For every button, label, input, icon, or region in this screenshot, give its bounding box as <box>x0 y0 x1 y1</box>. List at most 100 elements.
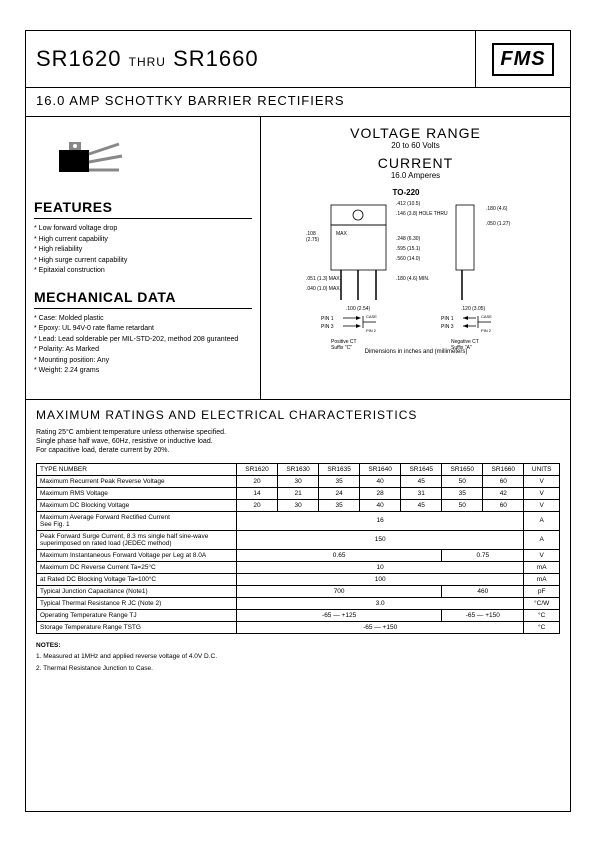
list-item: Case: Molded plastic <box>34 314 252 325</box>
right-panel: VOLTAGE RANGE 20 to 60 Volts CURRENT 16.… <box>261 117 570 399</box>
table-cell: 14 <box>237 487 278 499</box>
table-cell: mA <box>524 561 560 573</box>
part-to: SR1660 <box>173 46 259 71</box>
svg-text:.248 (6.30): .248 (6.30) <box>396 236 421 242</box>
table-cell: °C/W <box>524 597 560 609</box>
table-cell: 700 <box>237 585 442 597</box>
table-cell: Maximum Average Forward Rectified Curren… <box>37 511 237 530</box>
list-item: Low forward voltage drop <box>34 224 252 235</box>
brand-logo: FMS <box>492 43 553 76</box>
table-cell: 16 <box>237 511 524 530</box>
rating-note-3: For capacitive load, derate current by 2… <box>36 446 560 455</box>
svg-text:MAX: MAX <box>336 231 348 237</box>
svg-text:.100 (2.54): .100 (2.54) <box>346 306 371 312</box>
table-header: TYPE NUMBER <box>37 463 237 475</box>
table-cell: 30 <box>278 499 319 511</box>
voltage-range-value: 20 to 60 Volts <box>269 141 562 150</box>
table-cell: 21 <box>278 487 319 499</box>
svg-text:PIN 1: PIN 1 <box>441 316 454 322</box>
table-cell: 10 <box>237 561 524 573</box>
current-label: CURRENT <box>269 155 562 171</box>
table-row: Maximum Recurrent Peak Reverse Voltage20… <box>37 475 560 487</box>
component-icon <box>44 132 134 187</box>
thru-label: THRU <box>129 55 166 69</box>
svg-text:(2.75): (2.75) <box>306 237 319 243</box>
svg-text:Suffix "C": Suffix "C" <box>331 345 352 351</box>
svg-text:.595 (15.1): .595 (15.1) <box>396 246 421 252</box>
mid-row: FEATURES Low forward voltage dropHigh cu… <box>26 117 570 400</box>
table-cell: V <box>524 499 560 511</box>
table-cell: 35 <box>319 475 360 487</box>
table-cell: Maximum Recurrent Peak Reverse Voltage <box>37 475 237 487</box>
svg-text:.146 (3.8) HOLE THRU: .146 (3.8) HOLE THRU <box>396 211 448 217</box>
mechanical-list: Case: Molded plasticEpoxy: UL 94V-0 rate… <box>34 314 252 377</box>
list-item: High current capability <box>34 235 252 246</box>
svg-text:.412 (10.5): .412 (10.5) <box>396 201 421 207</box>
table-row: Maximum DC Blocking Voltage2030354045506… <box>37 499 560 511</box>
list-item: Weight: 2.24 grams <box>34 366 252 377</box>
table-cell: 31 <box>401 487 442 499</box>
table-cell: Operating Temperature Range TJ <box>37 609 237 621</box>
footnotes: NOTES: 1. Measured at 1MHz and applied r… <box>36 640 560 675</box>
features-title: FEATURES <box>34 199 252 219</box>
table-row: Storage Temperature Range TSTG-65 — +150… <box>37 621 560 633</box>
table-cell: 60 <box>483 475 524 487</box>
features-list: Low forward voltage dropHigh current cap… <box>34 224 252 277</box>
subtitle: 16.0 AMP SCHOTTKY BARRIER RECTIFIERS <box>26 88 570 117</box>
svg-text:CASE: CASE <box>481 314 492 319</box>
table-cell: Storage Temperature Range TSTG <box>37 621 237 633</box>
table-cell: A <box>524 511 560 530</box>
dimension-note: Dimensions in inches and (millimeters) <box>364 349 467 355</box>
table-cell: 20 <box>237 475 278 487</box>
table-cell: pF <box>524 585 560 597</box>
table-header: SR1635 <box>319 463 360 475</box>
svg-text:PIN 2: PIN 2 <box>481 328 492 333</box>
notes-header: NOTES: <box>36 640 560 652</box>
footnote-2: 2. Thermal Resistance Junction to Case. <box>36 663 560 675</box>
list-item: Mounting position: Any <box>34 356 252 367</box>
table-header: SR1660 <box>483 463 524 475</box>
table-cell: 35 <box>442 487 483 499</box>
ratings-table: TYPE NUMBERSR1620SR1630SR1635SR1640SR164… <box>36 463 560 634</box>
part-from: SR1620 <box>36 46 122 71</box>
table-cell: Maximum DC Blocking Voltage <box>37 499 237 511</box>
table-row: Typical Thermal Resistance R JC (Note 2)… <box>37 597 560 609</box>
table-cell: 28 <box>360 487 401 499</box>
mechanical-title: MECHANICAL DATA <box>34 289 252 309</box>
svg-text:PIN 1: PIN 1 <box>321 316 334 322</box>
table-cell: 60 <box>483 499 524 511</box>
table-cell: Typical Thermal Resistance R JC (Note 2) <box>37 597 237 609</box>
table-cell: Typical Junction Capacitance (Note1) <box>37 585 237 597</box>
svg-text:.050 (1.27): .050 (1.27) <box>486 221 511 227</box>
svg-text:PIN 3: PIN 3 <box>321 324 334 330</box>
table-header: SR1640 <box>360 463 401 475</box>
list-item: Epoxy: UL 94V-0 rate flame retardant <box>34 324 252 335</box>
footnote-1: 1. Measured at 1MHz and applied reverse … <box>36 651 560 663</box>
table-cell: 3.0 <box>237 597 524 609</box>
svg-text:PIN 3: PIN 3 <box>441 324 454 330</box>
table-cell: 50 <box>442 499 483 511</box>
voltage-range-label: VOLTAGE RANGE <box>269 125 562 141</box>
table-cell: 40 <box>360 475 401 487</box>
table-cell: Maximum DC Reverse Current Ta=25°C <box>37 561 237 573</box>
logo-cell: FMS <box>475 31 570 87</box>
table-cell: Peak Forward Surge Current, 8.3 ms singl… <box>37 530 237 549</box>
table-cell: 50 <box>442 475 483 487</box>
table-cell: mA <box>524 573 560 585</box>
table-cell: -65 — +150 <box>442 609 524 621</box>
current-value: 16.0 Amperes <box>269 171 562 180</box>
table-cell: 0.65 <box>237 549 442 561</box>
table-cell: V <box>524 487 560 499</box>
table-cell: Maximum Instantaneous Forward Voltage pe… <box>37 549 237 561</box>
table-header: SR1650 <box>442 463 483 475</box>
list-item: High surge current capability <box>34 256 252 267</box>
list-item: Polarity: As Marked <box>34 345 252 356</box>
table-cell: 40 <box>360 499 401 511</box>
header-row: SR1620 THRU SR1660 FMS <box>26 31 570 88</box>
svg-text:.180 (4.6): .180 (4.6) <box>486 206 508 212</box>
ratings-section: MAXIMUM RATINGS AND ELECTRICAL CHARACTER… <box>26 400 570 683</box>
page-container: SR1620 THRU SR1660 FMS 16.0 AMP SCHOTTKY… <box>25 30 571 812</box>
table-cell: 0.75 <box>442 549 524 561</box>
table-cell: 35 <box>319 499 360 511</box>
rating-note-1: Rating 25°C ambient temperature unless o… <box>36 428 560 437</box>
